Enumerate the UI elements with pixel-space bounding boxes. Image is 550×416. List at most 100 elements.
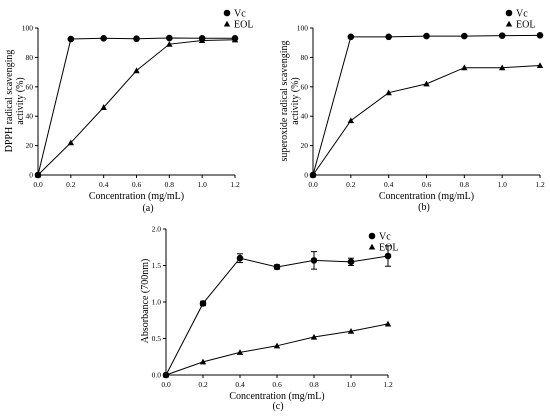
data-point xyxy=(133,35,140,43)
y-tick-label: 60 xyxy=(301,82,309,91)
data-point xyxy=(273,342,281,349)
legend-marker xyxy=(368,243,376,250)
series-line xyxy=(165,255,389,376)
y-tick-label: 0 xyxy=(29,171,33,180)
y-axis-label: Absorbance (700nm) xyxy=(140,259,151,344)
series-line xyxy=(165,323,389,376)
y-axis-label-line: DPPH radical scavenging xyxy=(4,50,15,153)
data-point xyxy=(67,139,75,146)
series-eol xyxy=(162,320,392,378)
data-point xyxy=(385,89,392,96)
x-tick-label: 1.2 xyxy=(383,380,393,389)
legend-marker xyxy=(505,9,513,17)
y-tick-label: 0.5 xyxy=(152,334,162,343)
data-point xyxy=(385,33,392,41)
chart-panel-0: 0.0 0.2 0.4 0.6 0.8 1.0 1.2 0 20 40 60 80 100 Concent… xyxy=(4,9,253,215)
legend-marker xyxy=(505,20,513,27)
legend-label: EOL xyxy=(516,20,535,31)
y-tick-label: 20 xyxy=(26,141,34,150)
series-vc xyxy=(34,34,239,179)
x-tick-label: 0.8 xyxy=(309,380,319,389)
data-point xyxy=(133,67,140,74)
data-point xyxy=(310,333,318,340)
y-axis-label-line: activity (%) xyxy=(290,77,301,124)
data-point xyxy=(236,349,244,355)
y-axis-label-line: superoxide radical scavenging xyxy=(279,40,290,161)
x-tick-label: 0.0 xyxy=(161,380,171,389)
data-point xyxy=(423,80,430,87)
x-tick-label: 0.4 xyxy=(384,180,394,189)
series-vc xyxy=(309,32,544,179)
data-point xyxy=(67,35,75,43)
data-point xyxy=(498,64,506,71)
x-tick-label: 0.0 xyxy=(33,180,43,189)
x-tick-label: 0.6 xyxy=(272,380,282,389)
legend-label: EOL xyxy=(379,243,398,254)
x-tick-label: 1.0 xyxy=(346,380,356,389)
chart-panel-1: 0.0 0.2 0.4 0.6 0.8 1.0 1.2 0 20 40 60 80 100 Concent… xyxy=(279,9,545,214)
series-line xyxy=(37,39,236,176)
x-tick-label: 0.6 xyxy=(422,180,432,189)
y-tick-label: 1.5 xyxy=(152,261,162,270)
data-point xyxy=(536,32,544,39)
y-axis-label: DPPH radical scavengingactivity (%) xyxy=(4,50,26,153)
legend-marker xyxy=(223,20,231,27)
series-eol xyxy=(34,36,239,178)
series-line xyxy=(37,37,235,176)
x-tick-label: 1.0 xyxy=(197,180,207,189)
y-tick-label: 80 xyxy=(26,53,34,62)
data-point xyxy=(166,40,173,47)
y-tick-label: 1.0 xyxy=(152,298,162,307)
legend-label: Vc xyxy=(234,9,246,20)
data-point xyxy=(347,258,355,266)
x-tick-label: 0.6 xyxy=(132,180,142,189)
data-point xyxy=(347,328,355,334)
x-tick-label: 1.2 xyxy=(535,180,545,189)
chart-panel-2: 0.0 0.2 0.4 0.6 0.8 1.0 1.2 0.0 0.5 1.0 1.5 2.0 Conc… xyxy=(140,225,398,413)
data-point xyxy=(347,33,355,41)
y-tick-label: 0 xyxy=(304,171,308,180)
y-tick-label: 80 xyxy=(301,53,309,62)
y-axis-label-line: activity (%) xyxy=(15,77,26,124)
data-point xyxy=(231,36,239,43)
data-point xyxy=(199,300,207,307)
data-point xyxy=(423,32,430,40)
data-point xyxy=(536,62,544,69)
y-tick-label: 40 xyxy=(301,112,309,121)
legend-label: Vc xyxy=(516,9,528,20)
legend-marker xyxy=(368,232,376,240)
series-eol xyxy=(309,62,544,178)
x-axis-label: Concentration (mg/mL) xyxy=(229,391,324,402)
panel-caption: (b) xyxy=(418,202,430,213)
x-axis-label: Concentration (mg/mL) xyxy=(379,191,474,202)
data-point xyxy=(199,358,207,365)
x-tick-label: 0.8 xyxy=(165,180,175,189)
data-point xyxy=(100,34,107,42)
series-line xyxy=(312,34,541,176)
data-point xyxy=(461,32,468,40)
x-tick-label: 1.0 xyxy=(497,180,507,189)
y-tick-label: 100 xyxy=(297,24,309,33)
data-point xyxy=(347,117,355,124)
data-point xyxy=(384,320,392,327)
y-tick-label: 100 xyxy=(22,24,34,33)
data-point xyxy=(236,254,244,262)
data-point xyxy=(198,37,206,44)
x-tick-label: 0.2 xyxy=(346,180,356,189)
data-point xyxy=(34,171,42,178)
y-tick-label: 40 xyxy=(26,112,34,121)
panel-caption: (c) xyxy=(272,401,283,412)
data-point xyxy=(309,171,317,178)
data-point xyxy=(461,64,468,71)
legend-label: EOL xyxy=(234,20,253,31)
x-tick-label: 1.2 xyxy=(230,180,240,189)
data-point xyxy=(498,32,506,39)
panel-caption: (a) xyxy=(142,203,153,214)
data-point xyxy=(166,34,173,42)
x-tick-label: 0.8 xyxy=(460,180,470,189)
y-tick-label: 2.0 xyxy=(152,225,162,234)
x-axis-label: Concentration (mg/mL) xyxy=(89,191,184,202)
